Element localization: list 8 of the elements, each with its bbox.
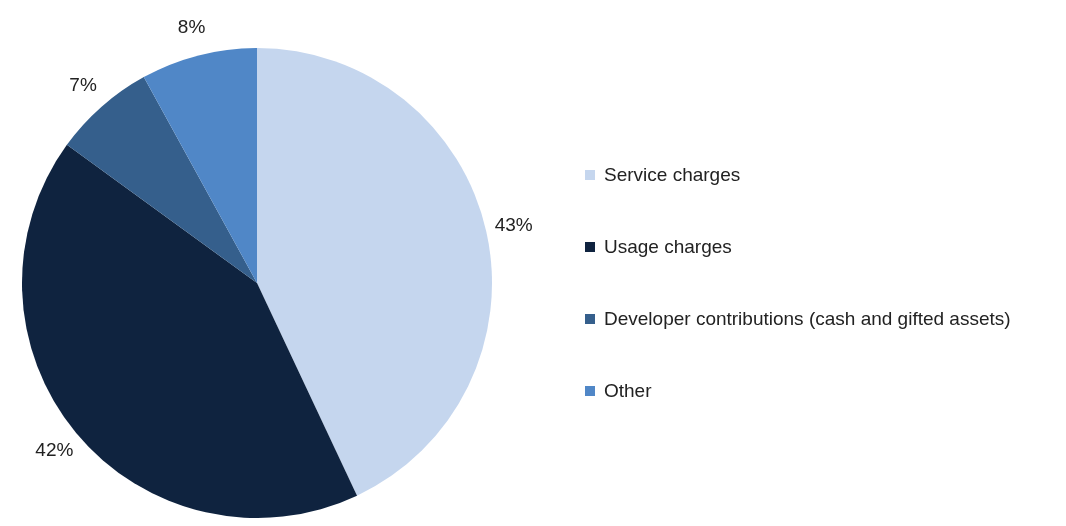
data-label: 8% <box>177 16 206 38</box>
data-label: 7% <box>69 73 97 95</box>
data-label: 42% <box>35 438 74 460</box>
legend-label: Service charges <box>604 164 741 186</box>
data-label: 43% <box>494 213 533 235</box>
legend-label: Other <box>604 380 652 402</box>
legend-label: Usage charges <box>604 236 732 258</box>
legend-label: Developer contributions (cash and gifted assets) <box>604 308 1011 330</box>
